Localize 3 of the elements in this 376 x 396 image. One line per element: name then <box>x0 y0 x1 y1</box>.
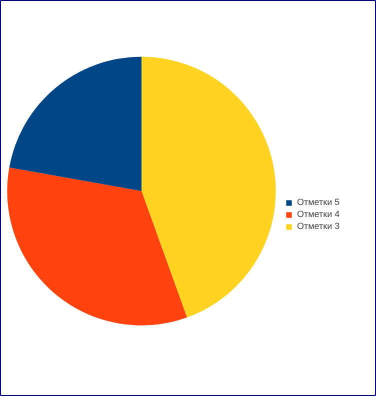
legend-label: Отметки 3 <box>297 221 340 231</box>
legend-label: Отметки 5 <box>297 197 340 207</box>
legend-label: Отметки 4 <box>297 209 340 219</box>
